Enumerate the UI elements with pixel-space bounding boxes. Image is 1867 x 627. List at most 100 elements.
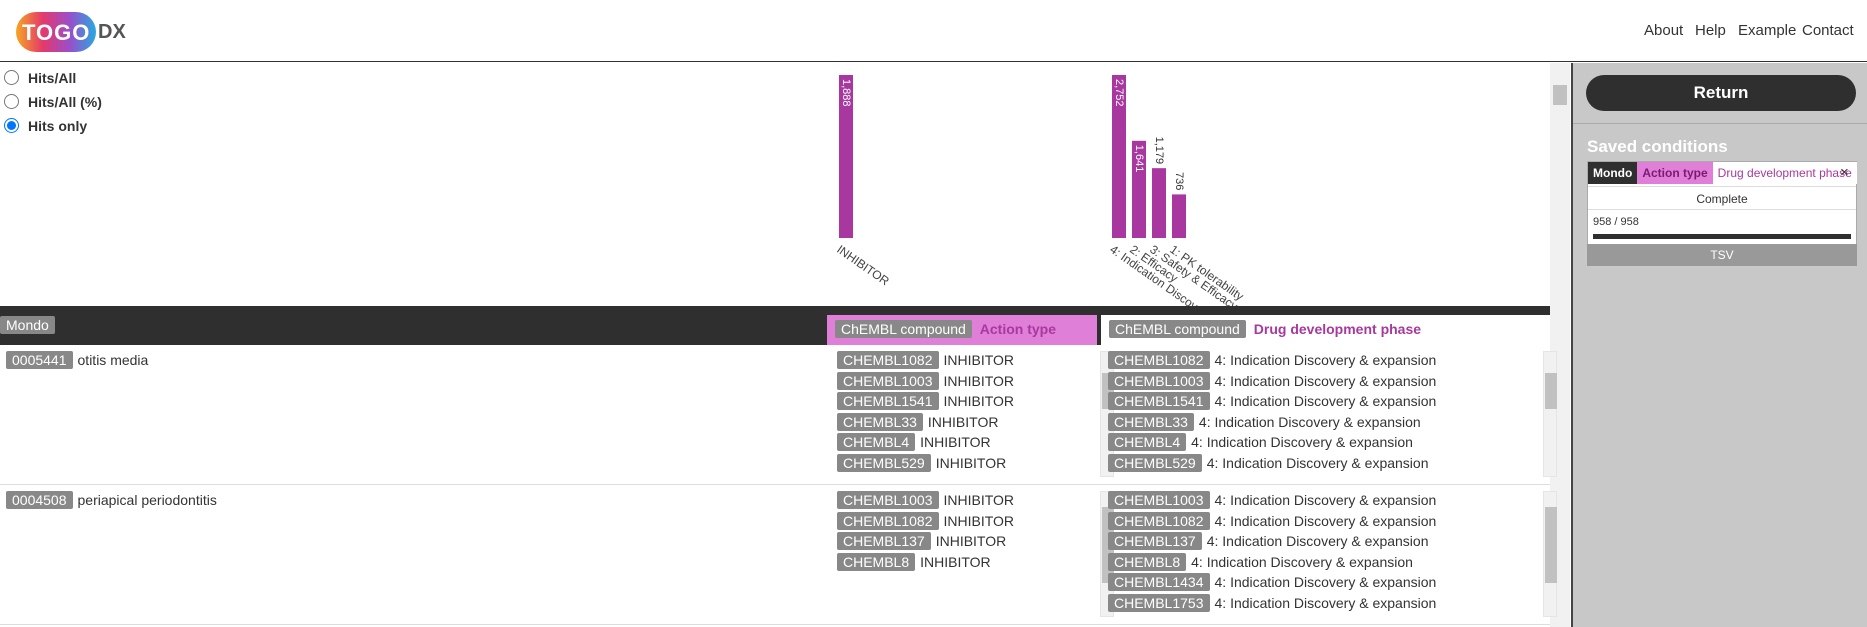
column-tag: Mondo: [0, 316, 55, 334]
compound-tag[interactable]: CHEMBL8: [1108, 552, 1187, 571]
compound-tag[interactable]: CHEMBL137: [1108, 532, 1202, 551]
column-tags: Mondo: [0, 316, 57, 334]
divider: [1573, 123, 1867, 124]
value-item: CHEMBL1753 4: Indication Discovery & expa…: [1108, 593, 1538, 615]
value-item: CHEMBL4 INHIBITOR: [837, 433, 1095, 454]
mondo-cell: 0005441 otitis media: [6, 351, 148, 369]
value-item: CHEMBL1082 INHIBITOR: [837, 351, 1095, 372]
value-text: 4: Indication Discovery & expansion: [1214, 594, 1437, 611]
compound-tag[interactable]: CHEMBL4: [1108, 433, 1187, 452]
column-tag: ChEMBL compound: [1109, 320, 1246, 338]
value-item: CHEMBL1003 INHIBITOR: [837, 371, 1095, 393]
value-list: CHEMBL1003 INHIBITOR CHEMBL1082 INHIBITOR CH…: [837, 491, 1095, 619]
nav-link[interactable]: About: [1644, 22, 1684, 39]
return-label[interactable]: Return: [1693, 83, 1749, 102]
label: periapical periodontitis: [77, 492, 217, 508]
radio-label[interactable]: Hits/All (%): [28, 94, 102, 110]
compound-tag[interactable]: CHEMBL529: [1108, 453, 1202, 472]
condition-tag: Drug development phase: [1712, 162, 1857, 184]
nav-link[interactable]: Help: [1695, 22, 1726, 39]
value-text: 4: Indication Discovery & expansion: [1198, 413, 1421, 430]
compound-tag[interactable]: CHEMBL1003: [1108, 491, 1210, 509]
progress-text: 958 / 958: [1593, 216, 1639, 228]
compound-tag[interactable]: CHEMBL1434: [1108, 573, 1210, 592]
close-icon[interactable]: ×: [1840, 164, 1849, 181]
value-text: INHIBITOR: [943, 393, 1015, 410]
compound-tag[interactable]: CHEMBL4: [837, 433, 916, 452]
bar-value-label: 1,641: [1133, 145, 1145, 173]
radio-button[interactable]: [4, 94, 19, 109]
label: otitis media: [77, 352, 149, 368]
radio-label[interactable]: Hits only: [28, 118, 88, 134]
value-item: CHEMBL1434 4: Indication Discovery & expa…: [1108, 573, 1538, 594]
value-text: INHIBITOR: [935, 454, 1007, 471]
value-item: CHEMBL137 INHIBITOR: [837, 532, 1095, 553]
histogram-bar[interactable]: [1152, 168, 1166, 238]
bar-value-label: 736: [1173, 172, 1185, 190]
condition-tag: Action type: [1637, 162, 1713, 184]
value-item: CHEMBL8 INHIBITOR: [837, 552, 1095, 574]
value-item: CHEMBL8 4: Indication Discovery & expansi…: [1108, 552, 1538, 574]
histogram-bar[interactable]: [1172, 194, 1186, 238]
logo[interactable]: TOGO: [22, 20, 91, 45]
compound-tag[interactable]: CHEMBL1003: [1108, 371, 1210, 390]
return-button[interactable]: Return: [1586, 75, 1856, 111]
value-list: CHEMBL1082 4: Indication Discovery & expa…: [1108, 351, 1538, 479]
condition-card: Mondo Action type Drug development phase × C…: [1587, 161, 1857, 266]
list-scrollbar[interactable]: [1543, 351, 1557, 477]
value-text: 4: Indication Discovery & expansion: [1214, 512, 1437, 529]
list-scroll-thumb[interactable]: [1545, 507, 1557, 583]
bar-value-label: 1,888: [840, 79, 852, 107]
value-text: 4: Indication Discovery & expansion: [1214, 372, 1437, 389]
value-item: CHEMBL1541 INHIBITOR: [837, 392, 1095, 413]
scroll-thumb[interactable]: [1553, 85, 1567, 105]
value-text: 4: Indication Discovery & expansion: [1214, 393, 1437, 410]
value-item: CHEMBL1003 INHIBITOR: [837, 491, 1095, 512]
id-tag: 0004508: [6, 491, 73, 509]
column-tag: Action type: [979, 321, 1057, 337]
mondo-cell: 0004508 periapical periodontitis: [6, 491, 217, 509]
download-button[interactable]: TSV: [1587, 244, 1857, 266]
compound-tag[interactable]: CHEMBL529: [837, 453, 931, 472]
radio-button[interactable]: [4, 118, 19, 133]
value-text: 4: Indication Discovery & expansion: [1191, 553, 1413, 570]
histogram-bar[interactable]: [1132, 140, 1146, 238]
radio-button[interactable]: [4, 70, 19, 85]
compound-tag[interactable]: CHEMBL137: [837, 532, 931, 551]
histogram-bar[interactable]: [1112, 75, 1126, 238]
compound-tag[interactable]: CHEMBL1082: [837, 351, 939, 369]
compound-tag[interactable]: CHEMBL1541: [837, 392, 939, 411]
value-text: INHIBITOR: [927, 413, 999, 430]
compound-tag[interactable]: CHEMBL1082: [1108, 511, 1210, 530]
condition-tags: Mondo Action type Drug development phase ×: [1588, 162, 1857, 184]
download-label[interactable]: TSV: [1710, 248, 1734, 262]
compound-tag[interactable]: CHEMBL1082: [1108, 351, 1210, 369]
value-text: INHIBITOR: [943, 512, 1015, 529]
histogram-bar[interactable]: [839, 75, 853, 238]
radio-label[interactable]: Hits/All: [28, 70, 77, 86]
value-text: INHIBITOR: [943, 492, 1015, 508]
list-scroll-thumb[interactable]: [1545, 373, 1557, 409]
value-item: CHEMBL529 4: Indication Discovery & expan…: [1108, 453, 1538, 475]
compound-tag[interactable]: CHEMBL8: [837, 552, 916, 571]
bar-category-label: INHIBITOR: [834, 242, 892, 288]
compound-tag[interactable]: CHEMBL1003: [837, 491, 939, 509]
compound-tag[interactable]: CHEMBL1541: [1108, 392, 1210, 411]
value-item: CHEMBL1082 4: Indication Discovery & expa…: [1108, 351, 1538, 372]
compound-tag[interactable]: CHEMBL33: [1108, 412, 1194, 431]
value-item: CHEMBL1003 4: Indication Discovery & expa…: [1108, 371, 1538, 393]
nav-link[interactable]: Contact: [1802, 22, 1854, 39]
compound-tag[interactable]: CHEMBL1003: [837, 371, 939, 390]
compound-tag[interactable]: CHEMBL33: [837, 412, 923, 431]
value-text: INHIBITOR: [920, 434, 991, 451]
logo-badge: [16, 12, 96, 52]
compound-tag[interactable]: CHEMBL1082: [837, 511, 939, 530]
column-tags: ChEMBL compound Action type: [835, 320, 1064, 338]
value-list: CHEMBL1082 INHIBITOR CHEMBL1003 INHIBITOR CH…: [837, 351, 1095, 479]
value-text: 4: Indication Discovery & expansion: [1206, 533, 1429, 550]
compound-tag[interactable]: CHEMBL1753: [1108, 593, 1210, 612]
nav-link[interactable]: Example: [1738, 22, 1797, 39]
scrollbar[interactable]: [1550, 63, 1570, 627]
progress-bar: [1593, 234, 1851, 239]
